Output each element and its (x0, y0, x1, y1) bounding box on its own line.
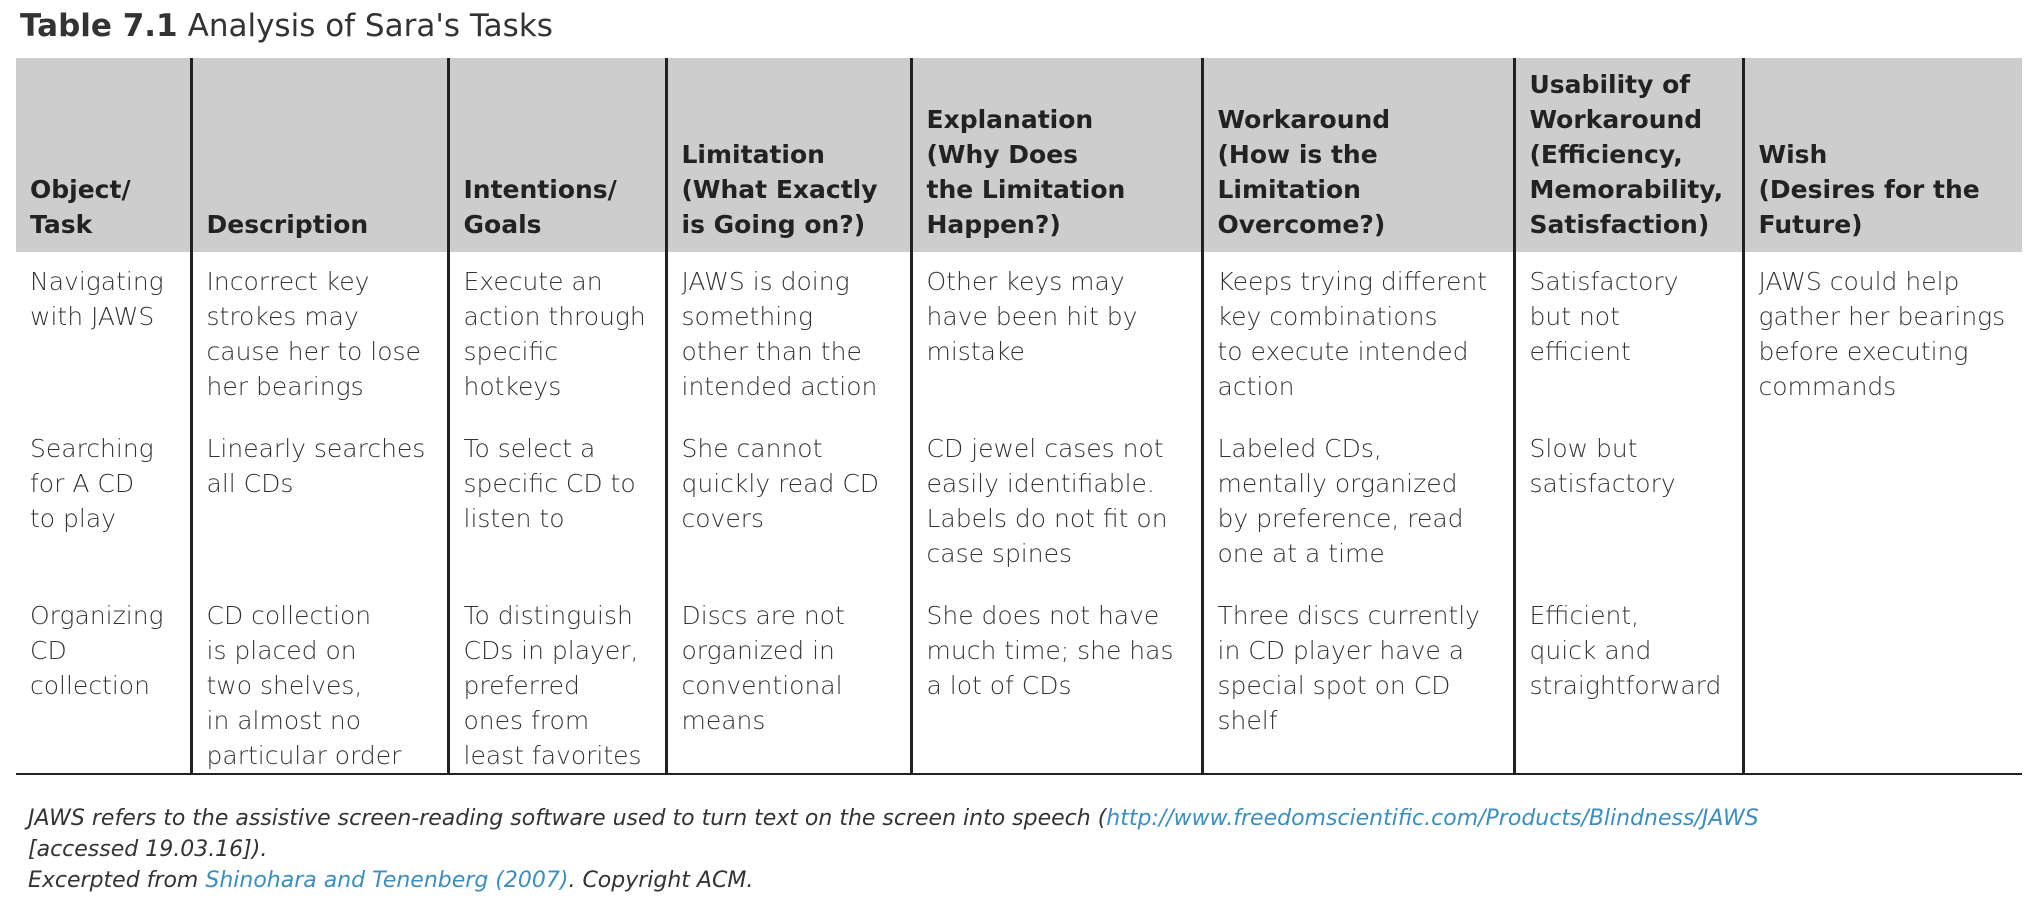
table-caption: Table 7.1 Analysis of Sara's Tasks (20, 8, 553, 44)
source-link[interactable]: Shinohara and Tenenberg (2007) (205, 868, 569, 893)
footnote: JAWS refers to the assistive screen-read… (28, 803, 1759, 896)
table-cell: Efficient, quick and straightforward (1512, 586, 1743, 775)
table-row: Organizing CD collection CD collection is… (16, 586, 2022, 775)
table-row: Searching for A CD to play Linearly searc… (16, 419, 2022, 586)
table-cell: Satisfactory but not efficient (1512, 252, 1743, 419)
table-cell: JAWS is doing something other than the i… (664, 252, 911, 419)
header-row: Object/ Task Description Intentions/ Goals… (16, 58, 2022, 252)
table-cell: Other keys may have been hit by mistake (909, 252, 1202, 419)
table-cell: Searching for A CD to play (30, 434, 154, 533)
source-end: . Copyright ACM. (568, 868, 754, 893)
table-cell: CD collection is placed on two shelves, … (189, 586, 448, 775)
header-cell: Workaround (How is the Limitation Overco… (1200, 58, 1514, 252)
header-cell: Object/ Task (16, 58, 191, 252)
header-cell: Limitation (What Exactly is Going on?) (664, 58, 911, 252)
task-table: Object/ Task Description Intentions/ Goals… (16, 58, 2022, 775)
table-cell: To select a specific CD to listen to (446, 419, 666, 586)
table-cell: Linearly searches all CDs (189, 419, 448, 586)
table-cell: Keeps trying different key combinations … (1200, 252, 1514, 419)
table-cell: Navigating with JAWS (30, 267, 164, 331)
table-cell: Slow but satisfactory (1512, 419, 1743, 586)
table-body: Navigating with JAWS Incorrect key stroke… (16, 252, 2022, 775)
table-cell (1741, 419, 2022, 586)
table-cell: Three discs currently in CD player have … (1200, 586, 1514, 775)
header-cell: Intentions/ Goals (446, 58, 666, 252)
table-cell: She cannot quickly read CD covers (664, 419, 911, 586)
caption-label: Table 7.1 (20, 8, 178, 44)
table-cell (1741, 586, 2022, 775)
header-cell: Wish (Desires for the Future) (1741, 58, 2022, 252)
table-cell: Organizing CD collection (16, 586, 191, 775)
table-cell: Discs are not organized in conventional … (664, 586, 911, 775)
table-cell: To distinguish CDs in player, preferred … (446, 586, 666, 775)
table-cell: JAWS could help gather her bearings befo… (1741, 252, 2022, 419)
table-cell: She does not have much time; she has a l… (909, 586, 1202, 775)
caption-title: Analysis of Sara's Tasks (187, 8, 553, 44)
header-cell: Usability of Workaround (Efficiency, Mem… (1512, 58, 1743, 252)
source-text: Excerpted from (28, 868, 206, 893)
table-cell: CD jewel cases not easily identifiable. … (909, 419, 1202, 586)
note-text: JAWS refers to the assistive screen-read… (28, 806, 1107, 831)
table-cell: Execute an action through specific hotke… (446, 252, 666, 419)
table-cell: Incorrect key strokes may cause her to l… (189, 252, 448, 419)
table-cell: Labeled CDs, mentally organized by prefe… (1200, 419, 1514, 586)
header-cell: Description (189, 58, 448, 252)
table-row: Navigating with JAWS Incorrect key stroke… (16, 252, 2022, 419)
note-end: [accessed 19.03.16]). (28, 837, 268, 862)
header-cell: Explanation (Why Does the Limitation Hap… (909, 58, 1202, 252)
note-link[interactable]: http://www.freedomscientific.com/Product… (1106, 806, 1759, 831)
